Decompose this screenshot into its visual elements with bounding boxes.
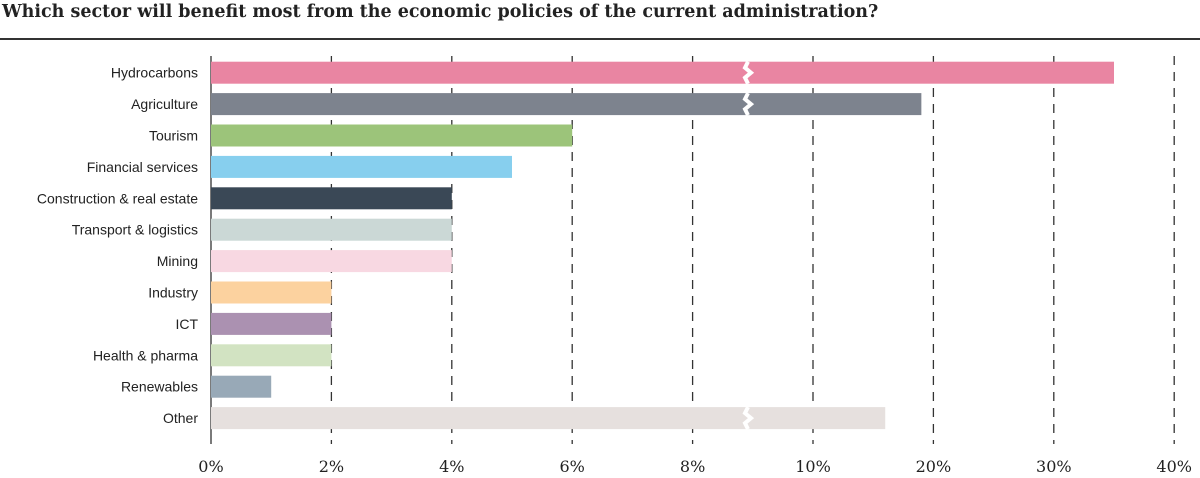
bar: [211, 312, 332, 335]
bar: [211, 93, 922, 116]
axis-break-mark: [742, 406, 755, 430]
bar: [211, 124, 573, 147]
x-tick-label: 10%: [795, 457, 831, 476]
category-label: Health & pharma: [93, 347, 198, 363]
category-label: Agriculture: [131, 96, 198, 112]
x-tick-label: 40%: [1156, 457, 1192, 476]
bar: [211, 407, 886, 430]
bar: [211, 375, 272, 398]
x-tick-label: 6%: [560, 457, 585, 476]
category-label: Financial services: [87, 159, 198, 175]
axis-break-mark: [742, 60, 755, 85]
chart-title: Which sector will benefit most from the …: [2, 2, 879, 22]
x-tick-label: 20%: [916, 457, 952, 476]
title-divider: [0, 38, 1200, 40]
category-label: Mining: [157, 253, 198, 269]
x-tick-label: 0%: [198, 457, 223, 476]
axis-break-mark: [742, 92, 755, 116]
category-label: ICT: [175, 316, 198, 332]
category-label: Industry: [148, 285, 198, 301]
category-label: Other: [163, 410, 198, 426]
bar: [211, 281, 332, 304]
category-label: Hydrocarbons: [111, 65, 198, 81]
category-label: Transport & logistics: [72, 222, 198, 238]
x-tick-label: 4%: [439, 457, 464, 476]
x-tick-label: 8%: [680, 457, 705, 476]
x-tick-label: 30%: [1036, 457, 1072, 476]
bar: [211, 187, 452, 210]
bar: [211, 218, 452, 241]
bar: [211, 250, 452, 273]
bar: [211, 344, 332, 367]
category-label: Tourism: [149, 128, 198, 144]
category-label: Construction & real estate: [37, 190, 198, 206]
bar: [211, 155, 512, 178]
bar: [211, 61, 1114, 84]
category-label: Renewables: [121, 379, 198, 395]
x-tick-label: 2%: [319, 457, 344, 476]
